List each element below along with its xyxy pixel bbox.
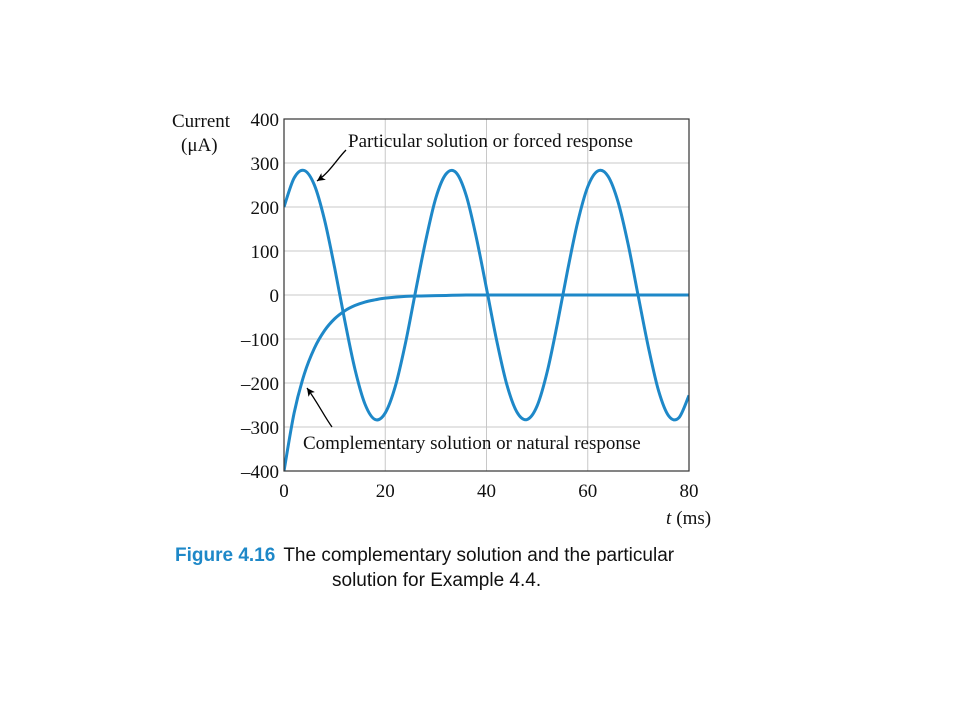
y-tick-label: –100 (240, 330, 279, 351)
x-tick-label: 80 (680, 481, 699, 502)
figure-caption: Figure 4.16 The complementary solution an… (175, 543, 735, 593)
x-tick-labels: 0 20 40 60 80 (279, 481, 698, 502)
series-particular-line (284, 168, 689, 422)
y-tick-label: –400 (240, 462, 279, 483)
y-tick-labels: 400 300 200 100 0 –100 –200 –300 –400 (240, 110, 279, 483)
annotation-complementary: Complementary solution or natural respon… (303, 433, 641, 454)
x-tick-label: 20 (376, 481, 395, 502)
figure-label: Figure 4.16 (175, 545, 276, 566)
x-axis-variable: t (666, 508, 672, 529)
series-group (284, 168, 689, 471)
x-tick-label: 0 (279, 481, 289, 502)
y-axis-label-line1: Current (172, 111, 231, 132)
plot-frame (283, 118, 690, 472)
y-tick-label: –200 (240, 374, 279, 395)
series-complementary-line (284, 293, 689, 471)
caption-line2: solution for Example 4.4. (332, 570, 542, 591)
x-tick-label: 40 (477, 481, 496, 502)
y-tick-label: 100 (251, 242, 280, 263)
x-axis-label: t (ms) (666, 508, 711, 529)
y-tick-label: 400 (251, 110, 280, 131)
y-tick-label: 0 (270, 286, 280, 307)
y-tick-label: 300 (251, 154, 280, 175)
arrow-complementary (306, 387, 333, 428)
y-tick-label: –300 (240, 418, 279, 439)
arrow-particular (316, 149, 347, 182)
annotation-particular: Particular solution or forced response (348, 131, 633, 152)
x-tick-label: 60 (578, 481, 597, 502)
y-axis-label-line2: (μA) (181, 135, 218, 156)
y-tick-label: 200 (251, 198, 280, 219)
caption-line1: The complementary solution and the parti… (283, 545, 675, 566)
x-axis-unit: (ms) (676, 508, 711, 529)
